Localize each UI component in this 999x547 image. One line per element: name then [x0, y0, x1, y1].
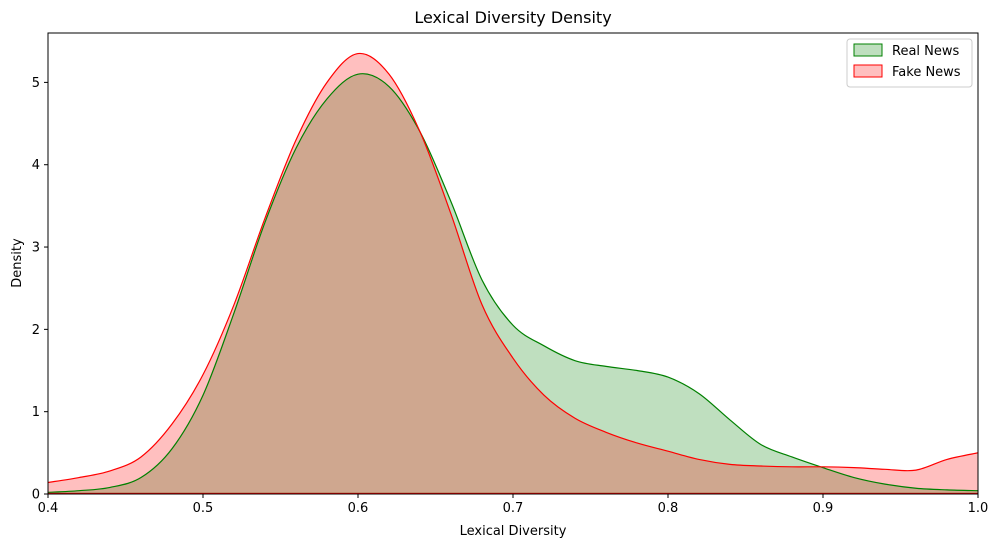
y-tick-label: 5 [32, 76, 40, 91]
y-axis: 0 1 2 3 4 5 [32, 76, 48, 503]
y-tick-label: 0 [32, 488, 40, 503]
density-area-real-news [48, 73, 978, 494]
x-axis: 0.4 0.5 0.6 0.7 0.8 0.9 1.0 [38, 494, 989, 516]
x-tick-label: 0.9 [813, 501, 834, 516]
legend-box [846, 38, 973, 88]
legend-label-fake-news: Fake News [892, 65, 961, 80]
y-tick-label: 3 [32, 241, 40, 256]
x-tick-label: 0.5 [193, 501, 214, 516]
density-area-fake-news [48, 53, 978, 495]
y-axis-label: Density [10, 238, 25, 288]
y-tick-label: 4 [32, 158, 40, 173]
density-line-fake-news [47, 52, 979, 484]
x-tick-label: 0.6 [348, 501, 369, 516]
chart-title: Lexical Diversity Density [414, 8, 611, 27]
x-axis-label: Lexical Diversity [460, 524, 567, 539]
y-tick-label: 2 [32, 323, 40, 338]
x-tick-label: 0.7 [503, 501, 524, 516]
x-tick-label: 0.8 [658, 501, 679, 516]
legend-swatch-real-news [853, 43, 883, 57]
x-tick-label: 1.0 [968, 501, 989, 516]
legend-label-real-news: Real News [892, 44, 960, 59]
y-tick-label: 1 [32, 405, 40, 420]
legend: Real News Fake News [846, 38, 973, 88]
legend-swatch-fake-news [853, 64, 883, 78]
x-tick-label: 0.4 [38, 501, 59, 516]
